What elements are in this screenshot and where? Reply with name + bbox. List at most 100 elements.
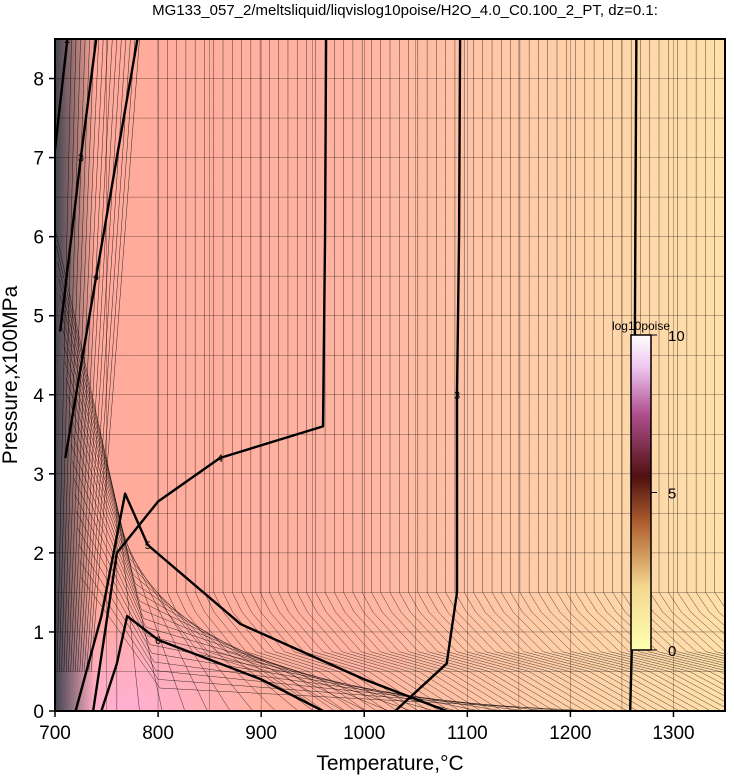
thin-contour (70, 444, 412, 711)
thin-contour (677, 39, 725, 644)
dense-contour-edge (55, 39, 95, 711)
thin-contour (213, 39, 377, 711)
y-tick-label: 4 (33, 386, 44, 407)
thin-contour (68, 411, 367, 711)
y-tick-label: 1 (33, 623, 44, 644)
x-axis-ticks: 700 800 900 1000 1100 1200 1300 (39, 711, 695, 744)
thin-contour (686, 39, 725, 635)
thin-contour (185, 39, 346, 711)
grid-lines (55, 39, 725, 711)
thin-contour (593, 39, 725, 671)
contour-line (64, 39, 139, 459)
thin-contour (194, 39, 356, 711)
colorbar-gradient (630, 334, 652, 651)
x-axis-label: Temperature,°C (316, 752, 463, 775)
contour-line (394, 39, 462, 711)
y-tick-label: 3 (33, 465, 44, 486)
thin-contour (482, 39, 680, 711)
x-tick-label: 1300 (652, 723, 694, 744)
thin-contour (241, 39, 409, 711)
thin-contour (204, 39, 367, 711)
chart-title: MG133_057_2/meltsliquid/liqvislog10poise… (152, 2, 658, 19)
thin-contour (668, 39, 725, 652)
thin-contour (259, 39, 429, 711)
thin-contour (538, 39, 725, 702)
thin-contour (436, 39, 628, 711)
thin-contour (705, 39, 725, 619)
x-tick-label: 1100 (447, 723, 488, 744)
thin-contours (55, 39, 725, 711)
thin-contour (78, 544, 548, 711)
thin-contour (463, 39, 659, 711)
thin-contour (695, 39, 725, 627)
thin-contour (408, 39, 597, 711)
thin-contour (296, 39, 471, 711)
thin-contour (473, 39, 670, 711)
thin-contour (584, 39, 725, 675)
thin-contour (334, 39, 513, 711)
contour-label: 2 (64, 34, 70, 46)
thin-contour (269, 39, 440, 711)
colorbar-tick-label: 5 (668, 486, 676, 503)
thin-contour (343, 39, 523, 711)
contour-label: 5 (145, 540, 151, 552)
thin-contour (399, 39, 586, 711)
thin-contour (72, 461, 435, 711)
thin-contour (454, 39, 649, 711)
thin-contour (176, 39, 335, 711)
thin-contour (352, 39, 534, 711)
colorbar: log10poise 0 5 10 (612, 319, 685, 660)
thin-contour (167, 39, 325, 711)
thin-contour (315, 39, 492, 711)
x-tick-label: 1000 (343, 723, 385, 744)
contour-label: 4 (217, 453, 223, 465)
contour-line (91, 39, 328, 711)
thin-contour (250, 39, 419, 711)
contour-line (74, 492, 448, 711)
y-tick-label: 6 (33, 228, 44, 249)
thin-contour (510, 39, 711, 711)
thin-contour (519, 39, 722, 711)
thin-contour (445, 39, 638, 711)
labeled-contours: 43256432 (55, 34, 638, 711)
plot-frame (54, 38, 726, 712)
y-tick-label: 8 (33, 70, 44, 91)
thin-contour (287, 39, 461, 711)
y-tick-label: 7 (33, 149, 44, 170)
contour-line (100, 614, 324, 711)
thin-contour (426, 39, 617, 711)
colorbar-tick-label: 10 (668, 328, 685, 345)
thin-contour (603, 39, 725, 669)
y-tick-label: 0 (33, 702, 44, 723)
y-tick-label: 5 (33, 307, 44, 328)
thin-contour (575, 39, 725, 680)
colorbar-tick-label: 0 (668, 643, 676, 660)
contour-label: 6 (155, 635, 161, 647)
thin-contour (380, 39, 565, 711)
x-tick-label: 800 (142, 723, 174, 744)
thin-contour (232, 39, 398, 711)
thin-contour (501, 39, 701, 711)
colorbar-label: log10poise (612, 319, 670, 333)
thin-contour (658, 39, 725, 655)
thin-contour (74, 494, 480, 711)
thin-contour (528, 39, 725, 708)
thin-contour (612, 39, 725, 666)
thin-contour (222, 39, 388, 711)
y-tick-label: 2 (33, 544, 44, 565)
thin-contour (306, 39, 482, 711)
contour-line (55, 39, 69, 150)
contour-label: 3 (454, 390, 460, 402)
y-axis-label: Pressure,x100MPa (0, 285, 22, 464)
plot-area: 43256432 (55, 34, 725, 711)
thin-contour (63, 344, 276, 711)
thin-contour (371, 39, 555, 711)
thin-contour (714, 39, 725, 609)
thin-contour (417, 39, 607, 711)
x-tick-label: 900 (245, 723, 277, 744)
contour-label: 3 (78, 153, 84, 165)
contour-label: 4 (93, 271, 99, 283)
colorbar-ticks: 0 5 10 (651, 328, 685, 660)
thin-contour (278, 39, 450, 711)
